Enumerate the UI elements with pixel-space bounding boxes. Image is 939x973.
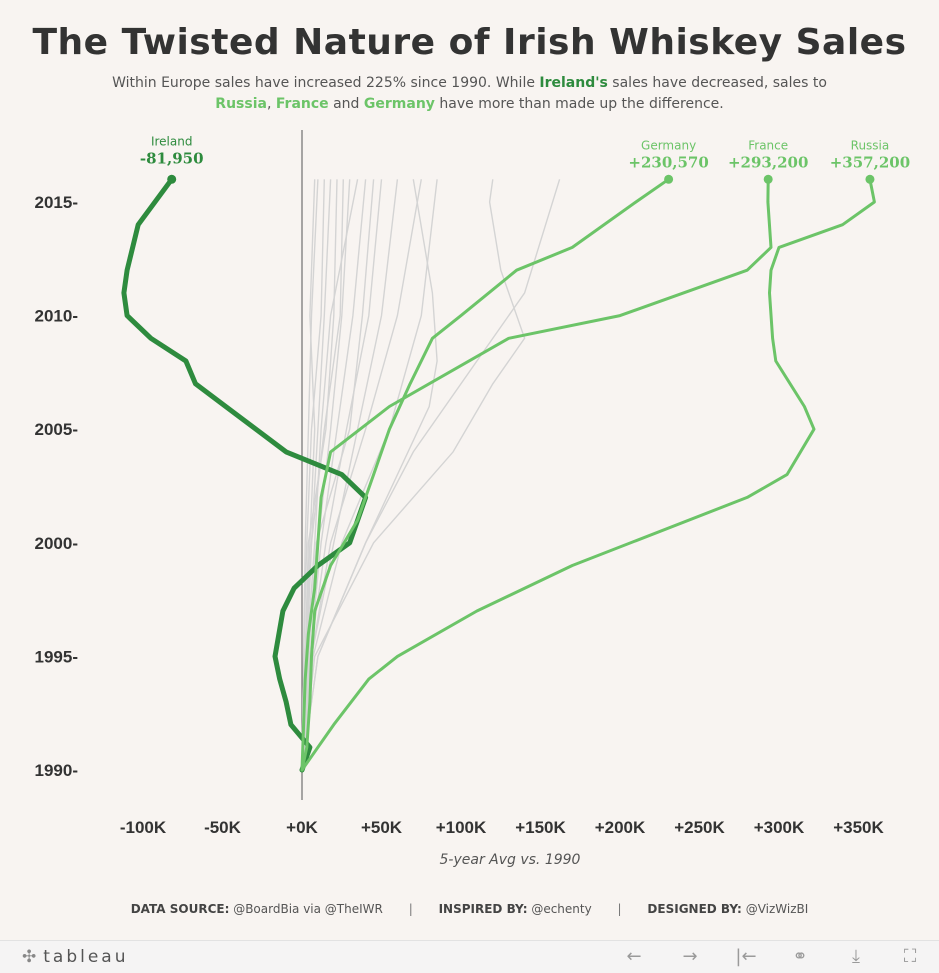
ireland-end-point <box>167 174 177 184</box>
russia-series-name: Russia <box>851 138 890 152</box>
x-tick-label: +0K <box>286 818 318 837</box>
tableau-logo[interactable]: ✣ tableau <box>22 947 129 967</box>
subtitle-france: France <box>275 96 329 112</box>
designed-label: DESIGNED BY: <box>647 902 742 916</box>
germany-series-name: Germany <box>641 138 696 152</box>
y-tick-label: 1990- <box>35 761 78 780</box>
x-tick-label: +150K <box>515 818 566 837</box>
background-series-line <box>301 179 383 771</box>
france-end-point <box>763 174 773 184</box>
y-tick-label: 1995- <box>35 647 78 666</box>
background-series-line <box>301 179 561 771</box>
y-tick-label: 2015- <box>35 193 78 212</box>
source-label: DATA SOURCE: <box>130 902 230 916</box>
y-tick-label: 2005- <box>35 420 78 439</box>
france-series-line <box>300 177 773 772</box>
x-tick-label: -50K <box>204 818 242 837</box>
germany-end-value: +230,570 <box>628 153 708 171</box>
russia-end-value: +357,200 <box>830 153 910 171</box>
x-tick-label: +350K <box>833 818 884 837</box>
russia-end-point <box>865 174 875 184</box>
germany-end-point <box>664 174 674 184</box>
revert-icon[interactable]: |← <box>735 946 757 967</box>
background-series-line <box>301 179 399 771</box>
subtitle-text-1: Within Europe sales have increased 225% … <box>112 75 540 91</box>
subtitle-ireland: Ireland's <box>539 75 608 91</box>
source-value: @BoardBia via @TheIWR <box>233 902 383 916</box>
ireland-end-value: -81,950 <box>140 149 204 167</box>
viz-toolbar: ✣ tableau ← → |← ⚭ ⤓ ⛶ <box>0 940 939 973</box>
y-tick-label: 2000- <box>35 534 78 553</box>
page-subtitle: Within Europe sales have increased 225% … <box>20 73 919 115</box>
designed-value: @VizWizBI <box>745 902 809 916</box>
footer-separator: | <box>408 902 413 916</box>
ireland-series-name: Ireland <box>151 134 193 148</box>
share-icon[interactable]: ⚭ <box>792 946 808 967</box>
russia-series-line <box>300 177 876 772</box>
brand-wordmark: tableau <box>43 947 129 967</box>
whiskey-sales-chart: Ireland-81,950 Germany+230,570 France+293,… <box>35 130 910 868</box>
subtitle-comma: , <box>266 96 276 112</box>
page-title: The Twisted Nature of Irish Whiskey Sale… <box>32 22 907 63</box>
subtitle-text-3: have more than made up the difference. <box>434 96 724 112</box>
subtitle-text-2: sales have decreased, sales to <box>607 75 827 91</box>
x-tick-label: +100K <box>436 818 487 837</box>
inspired-value: @echenty <box>531 902 592 916</box>
x-tick-label: +200K <box>595 818 646 837</box>
fullscreen-icon[interactable]: ⛶ <box>903 946 917 967</box>
background-series-line <box>301 179 325 771</box>
subtitle-germany: Germany <box>363 96 435 112</box>
subtitle-russia: Russia <box>215 96 267 112</box>
france-series-name: France <box>748 138 788 152</box>
undo-icon[interactable]: ← <box>626 946 642 967</box>
y-tick-label: 2010- <box>35 307 78 326</box>
footer-credits: DATA SOURCE: @BoardBia via @TheIWR | INS… <box>0 902 939 916</box>
inspired-label: INSPIRED BY: <box>438 902 528 916</box>
x-tick-label: -100K <box>120 818 167 837</box>
germany-series-line <box>300 177 671 772</box>
download-icon[interactable]: ⤓ <box>852 946 860 967</box>
footer-separator: | <box>617 902 622 916</box>
redo-icon[interactable]: → <box>682 946 698 967</box>
x-axis-title: 5-year Avg vs. 1990 <box>440 852 581 868</box>
ireland-series-line <box>121 176 369 773</box>
tableau-cross-icon: ✣ <box>22 947 40 967</box>
france-end-value: +293,200 <box>728 153 808 171</box>
x-tick-label: +300K <box>754 818 805 837</box>
background-series-line <box>301 179 422 771</box>
background-series-line <box>301 179 375 771</box>
x-tick-label: +50K <box>361 818 403 837</box>
subtitle-and: and <box>328 96 364 112</box>
x-tick-label: +250K <box>674 818 725 837</box>
